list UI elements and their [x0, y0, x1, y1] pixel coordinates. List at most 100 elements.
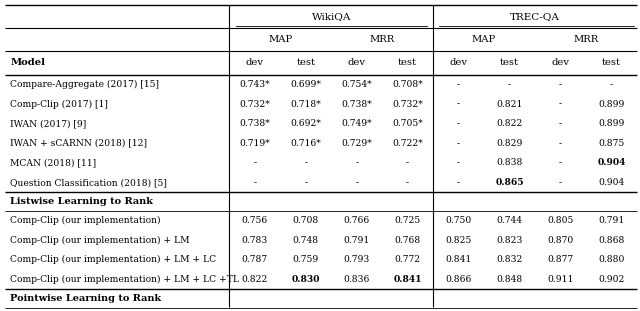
Text: -: -: [406, 158, 409, 167]
Text: MRR: MRR: [573, 35, 598, 44]
Text: dev: dev: [348, 58, 365, 67]
Text: -: -: [559, 178, 562, 187]
Text: 0.805: 0.805: [547, 216, 573, 225]
Text: 0.699*: 0.699*: [291, 80, 321, 89]
Text: MCAN (2018) [11]: MCAN (2018) [11]: [10, 158, 97, 167]
Text: 0.750: 0.750: [445, 216, 472, 225]
Text: TREC-QA: TREC-QA: [510, 12, 560, 21]
Text: 0.841: 0.841: [445, 255, 472, 264]
Text: 0.866: 0.866: [445, 275, 472, 284]
Text: 0.768: 0.768: [394, 236, 420, 245]
Text: 0.708*: 0.708*: [392, 80, 423, 89]
Text: 0.899: 0.899: [598, 119, 625, 128]
Text: 0.708: 0.708: [292, 216, 319, 225]
Text: -: -: [457, 119, 460, 128]
Text: 0.838: 0.838: [496, 158, 523, 167]
Text: 0.829: 0.829: [496, 139, 523, 148]
Text: WikiQA: WikiQA: [312, 12, 351, 21]
Text: -: -: [355, 178, 358, 187]
Text: 0.749*: 0.749*: [341, 119, 372, 128]
Text: -: -: [457, 80, 460, 89]
Text: 0.783: 0.783: [242, 236, 268, 245]
Text: test: test: [296, 58, 316, 67]
Text: 0.822: 0.822: [242, 275, 268, 284]
Text: 0.732*: 0.732*: [392, 100, 423, 109]
Text: 0.738*: 0.738*: [239, 119, 270, 128]
Text: dev: dev: [552, 58, 570, 67]
Text: 0.772: 0.772: [394, 255, 420, 264]
Text: -: -: [406, 178, 409, 187]
Text: -: -: [610, 80, 613, 89]
Text: 0.748: 0.748: [292, 236, 319, 245]
Text: Comp-Clip (2017) [1]: Comp-Clip (2017) [1]: [10, 100, 108, 109]
Text: 0.718*: 0.718*: [291, 100, 321, 109]
Text: Model: Model: [10, 58, 45, 67]
Text: 0.821: 0.821: [496, 100, 523, 109]
Text: -: -: [559, 100, 562, 109]
Text: -: -: [457, 178, 460, 187]
Text: 0.692*: 0.692*: [291, 119, 321, 128]
Text: test: test: [602, 58, 621, 67]
Text: 0.877: 0.877: [547, 255, 573, 264]
Text: 0.822: 0.822: [496, 119, 523, 128]
Text: 0.832: 0.832: [496, 255, 523, 264]
Text: MAP: MAP: [268, 35, 292, 44]
Text: 0.729*: 0.729*: [341, 139, 372, 148]
Text: 0.766: 0.766: [344, 216, 370, 225]
Text: Comp-Clip (our implementation) + LM + LC: Comp-Clip (our implementation) + LM + LC: [10, 255, 216, 264]
Text: -: -: [304, 178, 307, 187]
Text: 0.904: 0.904: [597, 158, 625, 167]
Text: 0.722*: 0.722*: [392, 139, 423, 148]
Text: IWAN (2017) [9]: IWAN (2017) [9]: [10, 119, 86, 128]
Text: dev: dev: [246, 58, 264, 67]
Text: Comp-Clip (our implementation) + LM + LC +TL: Comp-Clip (our implementation) + LM + LC…: [10, 275, 239, 284]
Text: -: -: [457, 100, 460, 109]
Text: -: -: [253, 178, 257, 187]
Text: 0.841: 0.841: [394, 275, 422, 284]
Text: -: -: [304, 158, 307, 167]
Text: -: -: [559, 139, 562, 148]
Text: -: -: [457, 139, 460, 148]
Text: 0.716*: 0.716*: [291, 139, 321, 148]
Text: -: -: [253, 158, 257, 167]
Text: -: -: [559, 80, 562, 89]
Text: 0.830: 0.830: [291, 275, 320, 284]
Text: -: -: [508, 80, 511, 89]
Text: 0.787: 0.787: [242, 255, 268, 264]
Text: 0.791: 0.791: [344, 236, 370, 245]
Text: 0.911: 0.911: [547, 275, 573, 284]
Text: -: -: [355, 158, 358, 167]
Text: Question Classification (2018) [5]: Question Classification (2018) [5]: [10, 178, 167, 187]
Text: 0.823: 0.823: [496, 236, 523, 245]
Text: Listwise Learning to Rank: Listwise Learning to Rank: [10, 197, 153, 206]
Text: 0.754*: 0.754*: [341, 80, 372, 89]
Text: 0.732*: 0.732*: [239, 100, 270, 109]
Text: -: -: [559, 158, 562, 167]
Text: MRR: MRR: [369, 35, 395, 44]
Text: Comp-Clip (our implementation) + LM: Comp-Clip (our implementation) + LM: [10, 236, 189, 245]
Text: 0.756: 0.756: [242, 216, 268, 225]
Text: 0.825: 0.825: [445, 236, 472, 245]
Text: -: -: [457, 158, 460, 167]
Text: -: -: [559, 119, 562, 128]
Text: dev: dev: [449, 58, 468, 67]
Text: 0.719*: 0.719*: [239, 139, 270, 148]
Text: MAP: MAP: [472, 35, 496, 44]
Text: 0.875: 0.875: [598, 139, 625, 148]
Text: Comp-Clip (our implementation): Comp-Clip (our implementation): [10, 216, 161, 225]
Text: Compare-Aggregate (2017) [15]: Compare-Aggregate (2017) [15]: [10, 80, 159, 89]
Text: IWAN + sCARNN (2018) [12]: IWAN + sCARNN (2018) [12]: [10, 139, 147, 148]
Text: 0.793: 0.793: [344, 255, 370, 264]
Text: test: test: [500, 58, 519, 67]
Text: 0.848: 0.848: [497, 275, 523, 284]
Text: 0.868: 0.868: [598, 236, 625, 245]
Text: 0.738*: 0.738*: [341, 100, 372, 109]
Text: Pointwise Learning to Rank: Pointwise Learning to Rank: [10, 294, 161, 303]
Text: 0.902: 0.902: [598, 275, 625, 284]
Text: 0.791: 0.791: [598, 216, 625, 225]
Text: 0.904: 0.904: [598, 178, 625, 187]
Text: test: test: [398, 58, 417, 67]
Text: 0.836: 0.836: [344, 275, 370, 284]
Text: 0.725: 0.725: [394, 216, 420, 225]
Text: 0.865: 0.865: [495, 178, 524, 187]
